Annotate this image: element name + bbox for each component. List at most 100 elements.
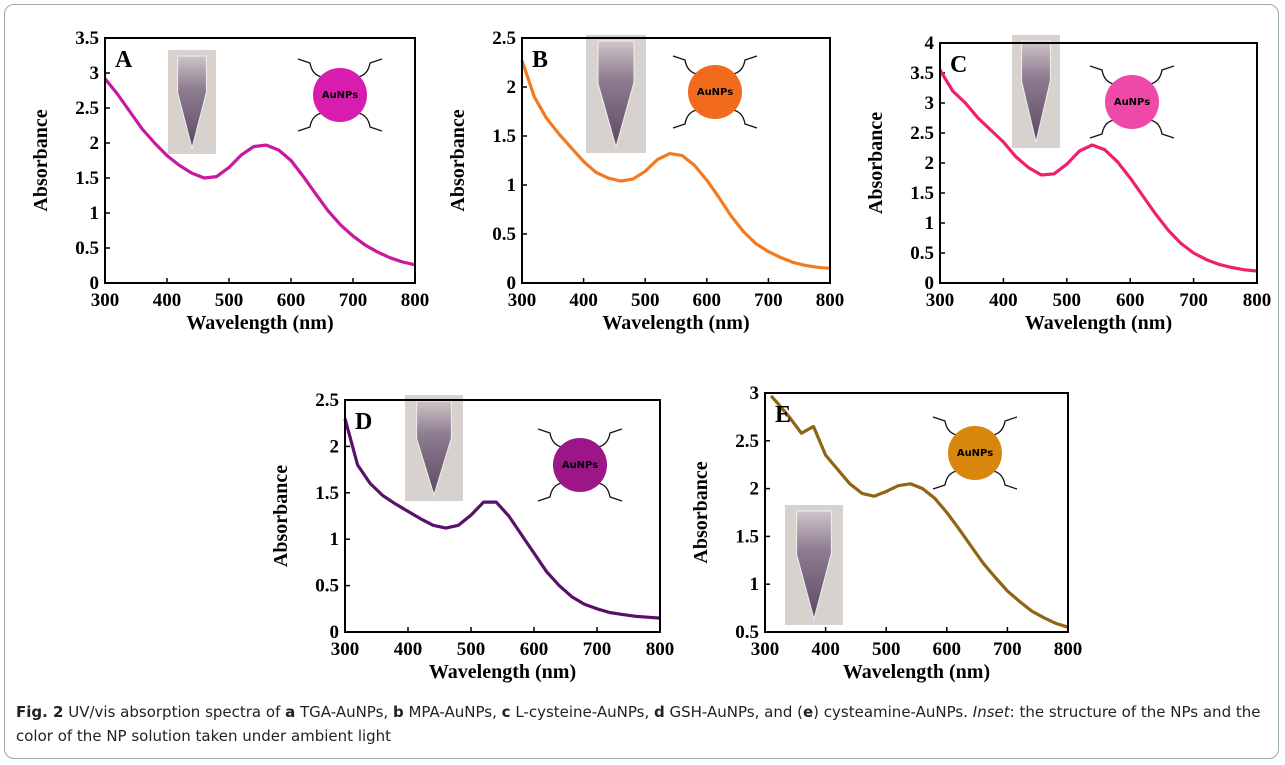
y-tick-label: 2	[925, 153, 935, 174]
ligand-bond	[672, 55, 698, 75]
x-tick-label: 500	[215, 290, 244, 311]
panel-label: C	[950, 52, 967, 78]
caption-segment: L-cysteine-AuNPs,	[510, 703, 654, 721]
chart-panel: AuNPs 0 0.5 1 1.5 2 2.5 3 3.5 4 300 400 500 600 700 800…	[865, 33, 1271, 334]
plot-frame	[521, 37, 831, 284]
caption-segment: TGA-AuNPs,	[295, 703, 393, 721]
ligand-bond	[357, 58, 383, 78]
y-tick-label: 2	[330, 436, 340, 457]
x-tick-label: 800	[816, 290, 845, 311]
y-tick-label: 3.5	[75, 28, 99, 49]
ligand-bond	[357, 112, 383, 132]
caption-segment: UV/vis absorption spectra of	[63, 703, 286, 721]
ligand-bond	[732, 109, 758, 129]
y-tick-label: 3	[750, 383, 760, 404]
y-axis-label: Absorbance	[865, 112, 887, 214]
y-axis-label: Absorbance	[447, 109, 469, 211]
x-axis-label: Wavelength (nm)	[1025, 312, 1172, 334]
chart-panel: AuNPs 0 0.5 1 1.5 2 2.5 3 3.5 300 400 500 600 700 800 A…	[30, 28, 429, 334]
caption-segment: d	[653, 703, 665, 721]
x-tick-label: 600	[277, 290, 306, 311]
y-tick-label: 2	[90, 133, 100, 154]
vial	[1021, 40, 1051, 143]
spectrum-line	[938, 69, 1258, 273]
caption-segment: c	[501, 703, 511, 721]
x-tick-label: 400	[989, 290, 1018, 311]
plot-frame	[104, 37, 416, 284]
x-tick-label: 400	[394, 639, 423, 660]
y-tick-label: 2	[507, 77, 517, 98]
plot-frame	[939, 42, 1258, 284]
x-tick-label: 700	[993, 639, 1022, 660]
caption-segment: MPA-AuNPs,	[403, 703, 502, 721]
ligand-bond	[1149, 119, 1175, 139]
y-tick-label: 1	[330, 529, 340, 550]
chart-panel: AuNPs 0 0.5 1 1.5 2 2.5 300 400 500 600 700 800 B Wave…	[447, 28, 844, 334]
ligand-bond	[1089, 65, 1115, 85]
nanoparticle	[553, 438, 607, 492]
vial	[597, 40, 635, 149]
ligand-bond	[297, 58, 323, 78]
x-tick-label: 500	[631, 290, 660, 311]
figure-caption: Fig. 2 UV/vis absorption spectra of a TG…	[16, 700, 1271, 748]
y-tick-label: 1	[750, 574, 760, 595]
panel-label: D	[355, 409, 372, 435]
x-axis-label: Wavelength (nm)	[186, 312, 333, 334]
ligand-bond	[672, 109, 698, 129]
ligand-bond	[992, 416, 1018, 436]
y-tick-label: 1.5	[492, 126, 516, 147]
ligand-bond	[597, 428, 623, 448]
x-tick-label: 300	[751, 639, 780, 660]
y-tick-label: 1.5	[75, 168, 99, 189]
caption-segment: : the structure of the NPs and the color…	[16, 703, 1261, 745]
y-tick-label: 1.5	[910, 183, 934, 204]
y-tick-label: 0	[90, 273, 100, 294]
nanoparticle	[688, 65, 742, 119]
ligand-bond	[1149, 65, 1175, 85]
y-tick-label: 2.5	[910, 123, 934, 144]
ligand-bond	[932, 416, 958, 436]
panel-label: A	[115, 47, 133, 73]
y-tick-label: 0.5	[910, 243, 934, 264]
y-tick-label: 2.5	[315, 390, 339, 411]
x-tick-label: 600	[693, 290, 722, 311]
y-tick-label: 3	[90, 63, 100, 84]
vial	[796, 510, 832, 621]
caption-segment: Fig. 2	[16, 703, 64, 721]
nanoparticle-label: AuNPs	[697, 87, 733, 98]
ligand-bond	[1089, 119, 1115, 139]
y-axis-label: Absorbance	[690, 461, 712, 563]
ligand-bond	[537, 482, 563, 502]
y-axis-label: Absorbance	[30, 109, 52, 211]
ligand-bond	[297, 112, 323, 132]
x-tick-label: 700	[583, 639, 612, 660]
x-tick-label: 500	[1053, 290, 1082, 311]
panel-label: B	[532, 47, 548, 73]
x-tick-label: 400	[569, 290, 598, 311]
y-tick-label: 2	[750, 479, 760, 500]
x-tick-label: 800	[401, 290, 430, 311]
caption-segment: b	[392, 703, 404, 721]
ligand-bond	[932, 470, 958, 490]
x-axis-label: Wavelength (nm)	[602, 312, 749, 334]
nanoparticle-label: AuNPs	[957, 448, 993, 459]
x-tick-label: 700	[754, 290, 783, 311]
ligand-bond	[732, 55, 758, 75]
nanoparticle-label: AuNPs	[1114, 97, 1150, 108]
x-tick-label: 600	[520, 639, 549, 660]
x-tick-label: 300	[91, 290, 120, 311]
x-axis-label: Wavelength (nm)	[843, 661, 990, 683]
caption-segment: a	[285, 703, 296, 721]
vial	[177, 55, 207, 150]
y-axis-label: Absorbance	[270, 465, 292, 567]
x-tick-label: 700	[1179, 290, 1208, 311]
y-tick-label: 0.5	[315, 576, 339, 597]
nanoparticle-label: AuNPs	[322, 90, 358, 101]
plot-frame	[764, 392, 1069, 633]
x-tick-label: 700	[339, 290, 368, 311]
y-tick-label: 4	[925, 33, 935, 54]
y-tick-label: 2.5	[492, 28, 516, 49]
spectrum-line	[103, 77, 416, 267]
x-tick-label: 300	[926, 290, 955, 311]
y-tick-label: 3	[925, 93, 935, 114]
